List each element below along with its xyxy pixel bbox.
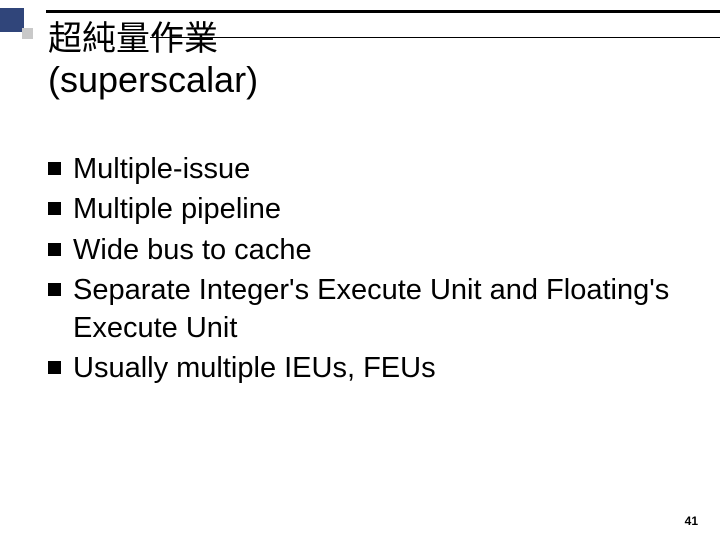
- list-item: Multiple-issue: [48, 150, 680, 188]
- bullet-text: Wide bus to cache: [73, 231, 680, 269]
- square-bullet-icon: [48, 202, 61, 215]
- bullet-text: Multiple pipeline: [73, 190, 680, 228]
- title-en: (superscalar): [48, 59, 258, 100]
- list-item: Usually multiple IEUs, FEUs: [48, 349, 680, 387]
- slide-title: 超純量作業 (superscalar): [48, 20, 258, 100]
- square-bullet-icon: [48, 243, 61, 256]
- decor-square-large: [0, 8, 24, 32]
- list-item: Wide bus to cache: [48, 231, 680, 269]
- square-bullet-icon: [48, 283, 61, 296]
- bullet-text: Separate Integer's Execute Unit and Floa…: [73, 271, 680, 348]
- bullet-list: Multiple-issue Multiple pipeline Wide bu…: [48, 150, 680, 390]
- list-item: Separate Integer's Execute Unit and Floa…: [48, 271, 680, 348]
- title-cjk: 超純量作業: [48, 20, 258, 59]
- corner-decoration: [0, 8, 44, 42]
- top-rule: [46, 10, 720, 13]
- bullet-text: Usually multiple IEUs, FEUs: [73, 349, 680, 387]
- bullet-text: Multiple-issue: [73, 150, 680, 188]
- list-item: Multiple pipeline: [48, 190, 680, 228]
- square-bullet-icon: [48, 361, 61, 374]
- page-number: 41: [685, 514, 698, 528]
- decor-square-small: [22, 28, 33, 39]
- square-bullet-icon: [48, 162, 61, 175]
